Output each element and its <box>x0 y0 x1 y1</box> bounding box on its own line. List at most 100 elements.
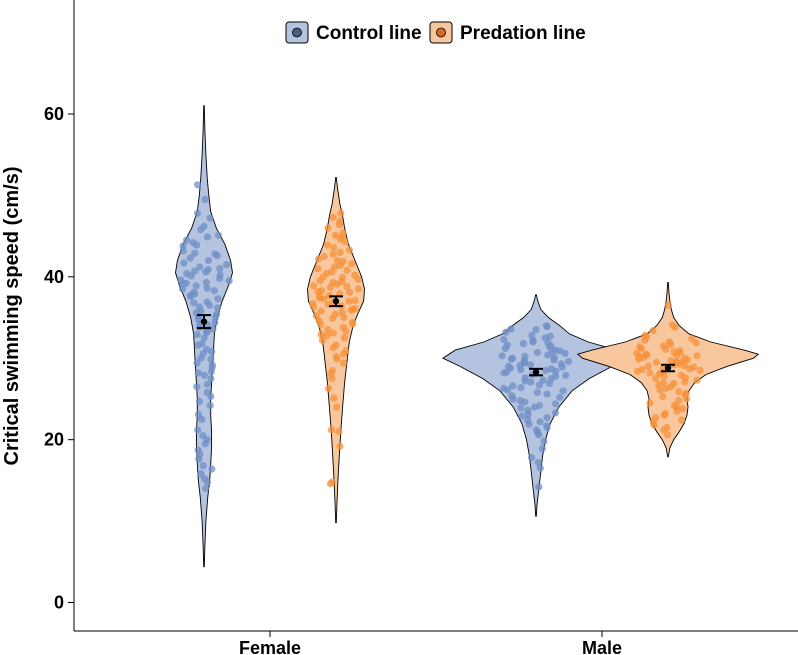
data-point-control-male <box>539 376 547 384</box>
data-point-control-female <box>223 261 231 269</box>
data-point-control-male <box>543 322 551 331</box>
data-point-control-male <box>536 418 544 426</box>
data-point-control-female <box>191 249 199 257</box>
legend-label-control: Control line <box>316 23 422 44</box>
mean-point-control-female <box>200 318 208 325</box>
data-point-control-female <box>203 345 211 353</box>
data-point-predation-female <box>318 336 326 344</box>
y-axis-title: Critical swimming speed (cm/s) <box>1 167 23 466</box>
data-point-predation-male <box>637 344 646 353</box>
data-point-control-male <box>536 464 544 472</box>
data-point-predation-male <box>667 357 675 365</box>
data-point-control-female <box>213 310 221 318</box>
data-point-control-male <box>565 357 573 366</box>
data-point-predation-female <box>354 285 362 293</box>
data-point-control-male <box>504 386 512 394</box>
data-point-predation-male <box>675 388 683 396</box>
data-point-predation-male <box>649 419 658 427</box>
y-ticks: 0 20 40 60 <box>44 104 74 613</box>
data-point-predation-male <box>671 323 679 331</box>
data-point-control-male <box>521 398 529 406</box>
x-tick-label: Female <box>239 638 301 655</box>
data-point-control-male <box>534 428 542 436</box>
data-point-predation-male <box>672 357 680 366</box>
data-point-control-female <box>179 247 187 255</box>
data-point-control-male <box>509 395 517 403</box>
data-point-control-female <box>203 233 211 241</box>
data-point-predation-female <box>323 331 331 339</box>
data-point-control-female <box>186 254 194 262</box>
data-point-control-female <box>189 239 197 247</box>
data-point-predation-male <box>673 351 681 359</box>
data-point-predation-male <box>656 386 664 394</box>
data-point-predation-male <box>696 366 704 375</box>
data-point-predation-female <box>324 241 332 249</box>
data-point-control-female <box>196 263 204 271</box>
data-point-predation-female <box>314 255 323 263</box>
data-point-predation-female <box>314 265 322 273</box>
data-point-control-female <box>213 304 222 312</box>
data-point-control-male <box>535 401 544 410</box>
data-point-predation-female <box>329 278 337 287</box>
data-point-control-male <box>534 458 542 467</box>
data-point-predation-female <box>327 370 335 378</box>
data-point-control-male <box>519 340 528 348</box>
data-point-control-female <box>201 440 209 448</box>
data-point-control-female <box>187 272 195 280</box>
data-point-predation-female <box>342 327 350 335</box>
data-point-control-female <box>208 465 216 473</box>
data-point-control-male <box>529 338 537 346</box>
data-point-predation-female <box>316 294 324 302</box>
data-point-predation-female <box>335 221 344 229</box>
data-point-predation-female <box>329 213 337 221</box>
data-point-control-female <box>199 462 207 470</box>
data-point-predation-female <box>335 427 343 436</box>
data-point-predation-female <box>343 283 351 291</box>
data-point-control-male <box>543 390 551 398</box>
data-point-predation-female <box>343 266 351 274</box>
data-point-control-male <box>545 379 554 388</box>
data-point-control-female <box>211 250 219 258</box>
data-point-control-female <box>202 484 210 493</box>
data-point-predation-male <box>661 410 669 418</box>
data-point-predation-male <box>652 358 661 366</box>
data-point-control-female <box>180 259 188 267</box>
data-point-predation-male <box>663 423 671 432</box>
data-point-predation-male <box>666 340 675 348</box>
data-point-control-male <box>542 366 550 375</box>
data-point-predation-male <box>673 407 681 415</box>
data-point-predation-male <box>649 327 657 335</box>
data-point-control-female <box>206 401 214 410</box>
data-point-control-male <box>540 437 548 445</box>
mean-point-predation-female <box>332 298 340 305</box>
data-point-control-male <box>551 409 560 417</box>
data-point-control-female <box>183 236 191 244</box>
data-point-control-male <box>528 454 536 462</box>
data-point-control-male <box>535 483 543 491</box>
legend-item-control: Control line <box>285 21 422 44</box>
data-point-control-male <box>516 362 524 370</box>
data-point-predation-male <box>690 363 698 371</box>
data-point-control-male <box>543 423 551 432</box>
data-point-predation-male <box>659 392 667 401</box>
data-point-predation-female <box>351 271 359 279</box>
data-point-predation-female <box>336 248 344 256</box>
data-point-control-male <box>533 388 542 396</box>
data-point-control-female <box>195 455 203 463</box>
data-point-control-male <box>517 404 525 412</box>
data-point-control-female <box>199 432 207 440</box>
data-point-control-male <box>498 352 506 360</box>
data-point-control-female <box>194 426 202 434</box>
data-point-predation-male <box>646 399 654 407</box>
data-point-control-female <box>201 195 209 204</box>
data-point-predation-female <box>345 297 353 305</box>
data-point-control-female <box>192 282 200 290</box>
data-point-control-female <box>214 231 223 239</box>
y-tick-label: 0 <box>54 593 64 613</box>
data-point-predation-male <box>679 405 687 413</box>
x-ticks: Female Male <box>239 631 622 655</box>
data-point-predation-male <box>678 416 686 424</box>
data-point-control-male <box>547 365 556 373</box>
data-point-predation-male <box>641 336 649 344</box>
data-point-predation-female <box>316 277 324 285</box>
